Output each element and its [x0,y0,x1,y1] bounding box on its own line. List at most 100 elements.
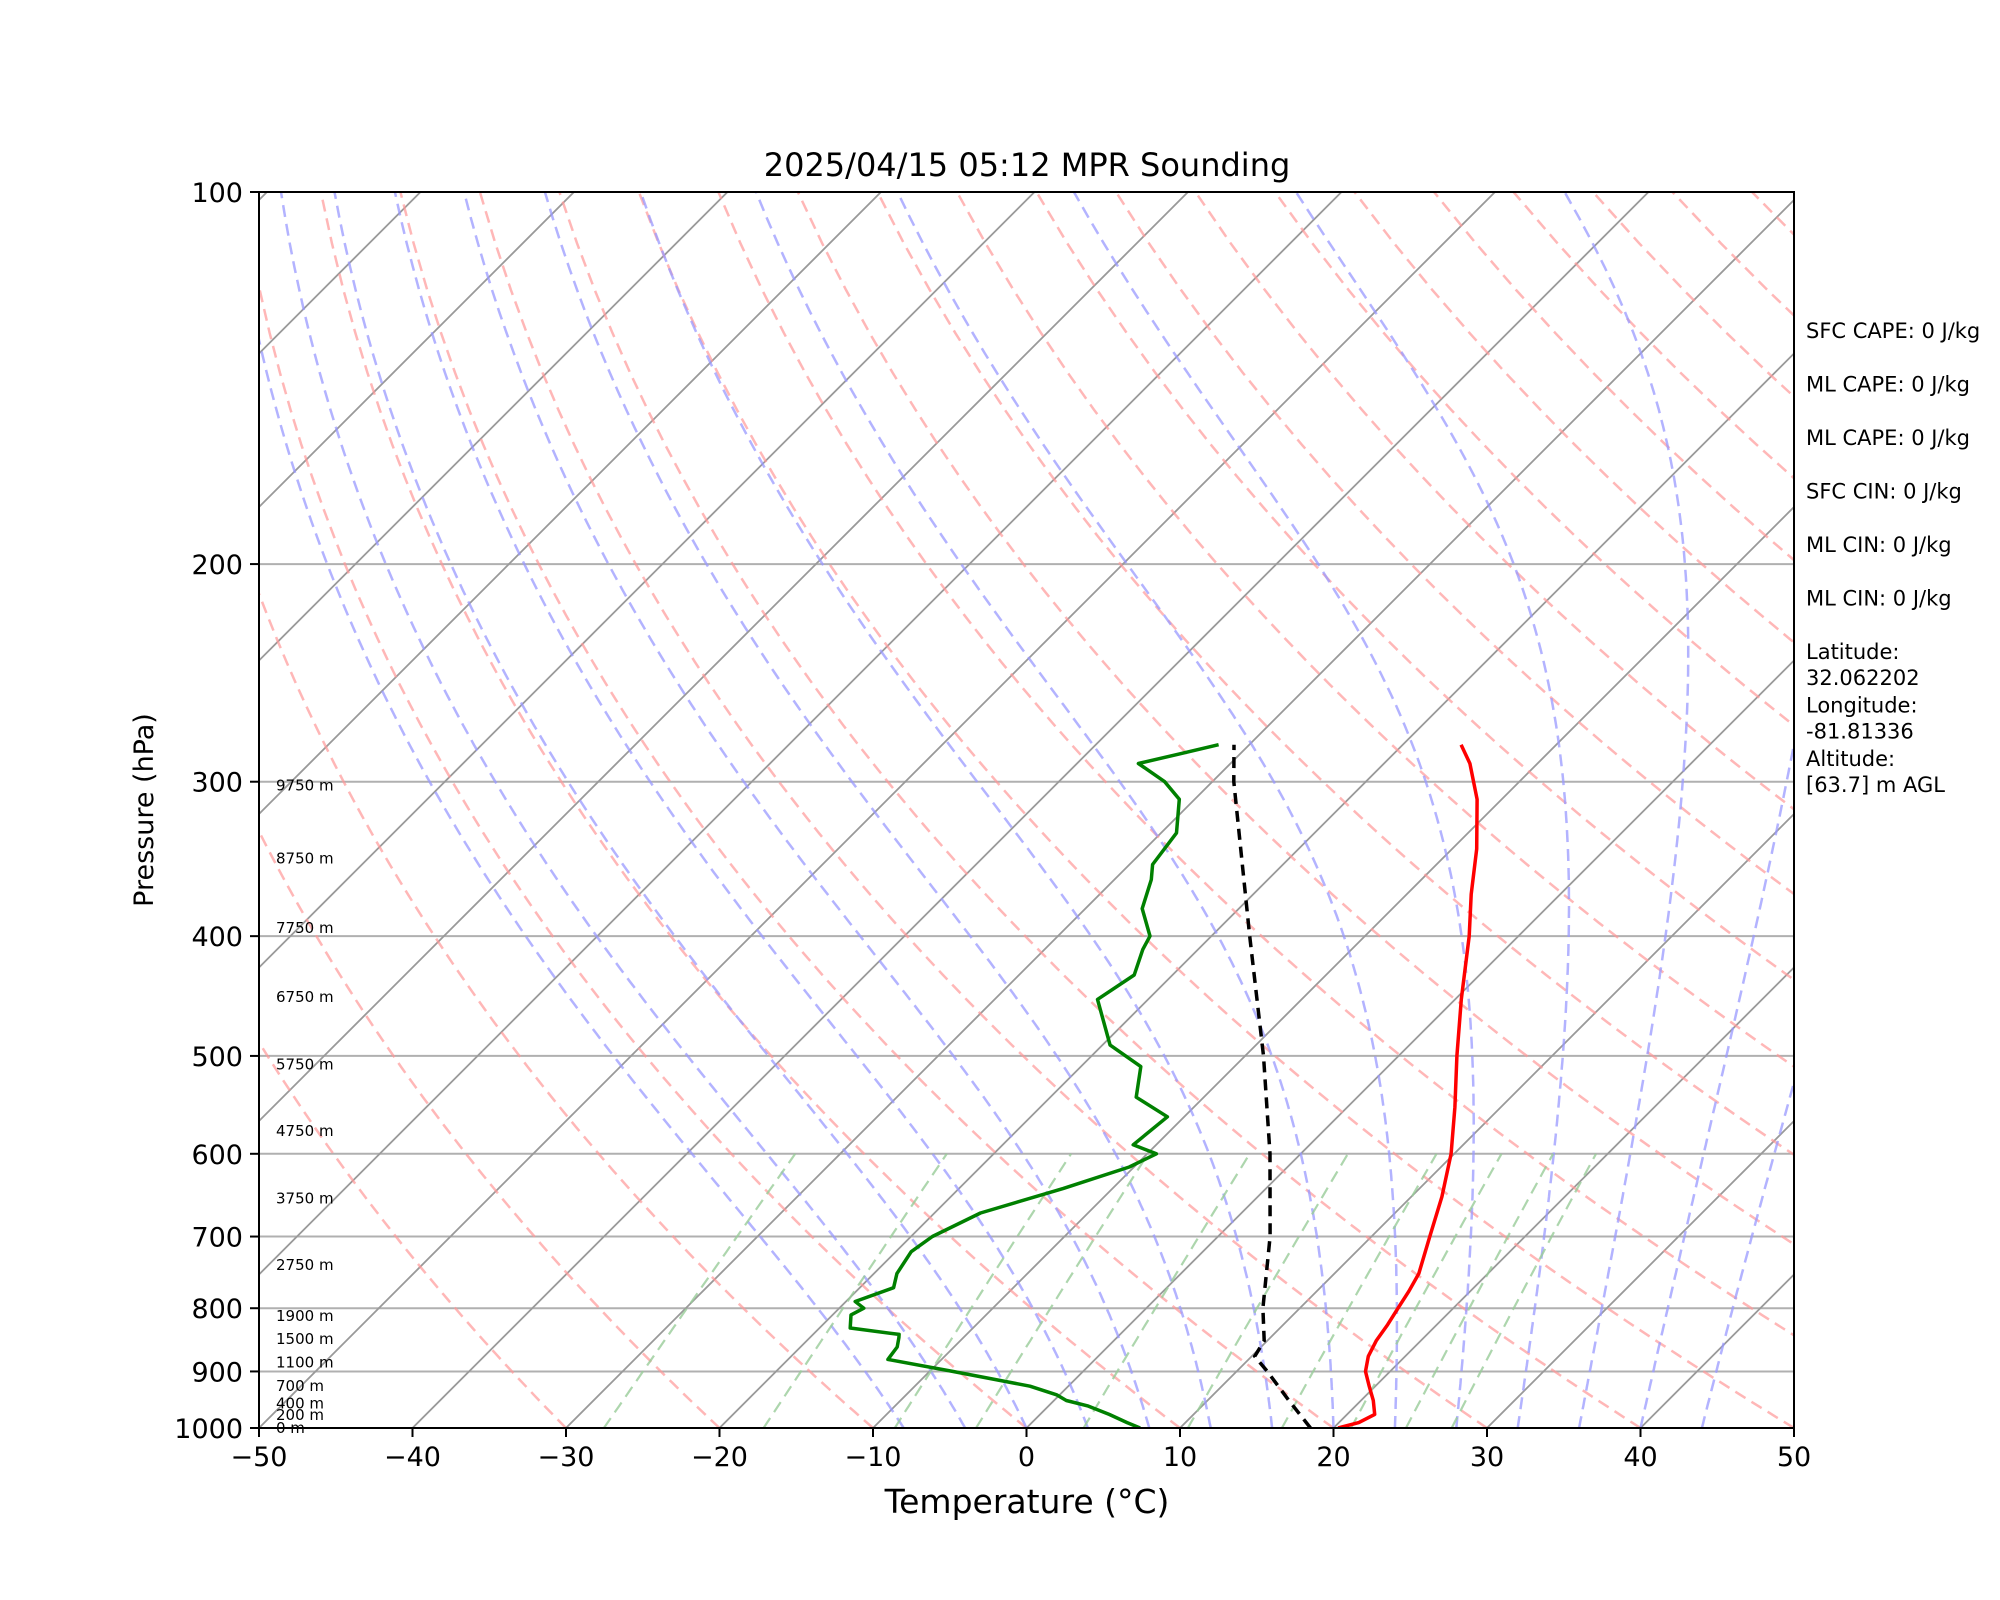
dry-adiabat-line [259,828,721,1428]
y-tick-label: 300 [191,768,243,799]
mixing-ratio-line [1280,1153,1438,1428]
side-panel-text: ML CAPE: 0 J/kg [1806,373,1970,397]
isotherm-line [411,192,1650,1428]
dry-adiabat-line [399,192,1335,1428]
moist-adiabat-line [754,192,1335,1428]
moist-adiabat-line [1563,192,1690,1428]
mixing-ratio-line [762,1153,948,1428]
mixing-ratio-line [1405,1153,1555,1428]
x-tick-label: −30 [538,1442,595,1473]
mixing-ratio-line [893,1153,1073,1428]
isotherm-line [872,505,1794,1428]
moist-adiabat-line [279,192,967,1428]
height-label: 0 m [276,1419,305,1437]
side-panel-text: ML CIN: 0 J/kg [1806,587,1952,611]
side-panel-text: ML CAPE: 0 J/kg [1806,426,1970,450]
mixing-ratio-line [975,1153,1149,1428]
height-label: 6750 m [276,988,334,1006]
y-tick-label: 400 [191,922,243,953]
isotherm-line [259,192,575,509]
y-tick-label: 600 [191,1140,243,1171]
moist-adiabat-line [543,192,1212,1428]
side-panel-text: Latitude: [1806,640,1900,664]
x-tick-label: −40 [384,1442,441,1473]
side-panel-value: 32.062202 [1806,666,1920,690]
x-tick-label: 20 [1316,1442,1350,1473]
mixing-ratio-line [1082,1153,1251,1428]
x-tick-label: −50 [231,1442,288,1473]
chart-title: 2025/04/15 05:12 MPR Sounding [764,146,1291,184]
mixing-ratio-line [602,1153,797,1428]
side-panel-value: -81.81336 [1806,720,1914,744]
y-tick-label: 1000 [174,1414,243,1445]
x-tick-label: 40 [1623,1442,1657,1473]
isotherm-line [259,192,729,662]
y-tick-label: 900 [191,1357,243,1388]
series-group [848,742,1479,1428]
axis-group: −50 −40 −30 −20 −10 0 10 20 30 40 50 1000 900 800 700 6… [174,178,1811,1473]
moist-adiabat-line [1700,1078,1794,1428]
isotherm-line [1179,812,1794,1428]
moist-adiabat-line [333,192,1028,1428]
x-tick-label: 30 [1470,1442,1504,1473]
mixing-ratio-line [1450,1153,1597,1428]
x-tick-label: 50 [1777,1442,1811,1473]
dry-adiabat-line [955,192,1794,1069]
height-label: 1100 m [276,1353,334,1371]
isotherm-line [1332,966,1794,1428]
x-tick-label: 10 [1163,1442,1197,1473]
isotherm-line [718,352,1794,1428]
isotherm-line [259,192,1189,1123]
mixing-ratio-line [1186,1153,1349,1428]
dry-adiabat-line [637,192,1794,1428]
side-panel-text: SFC CAPE: 0 J/kg [1806,319,1980,343]
moist-adiabat-line [393,192,1090,1428]
dry-adiabat-line [1273,192,1794,728]
height-label: 5750 m [276,1055,334,1073]
parcel-profile-line [1232,744,1312,1428]
sounding-parameters-panel: SFC CAPE: 0 J/kg ML CAPE: 0 J/kg ML CAPE: … [1806,319,1980,797]
isotherm-line [1486,1119,1794,1428]
side-panel-value: [63.7] m AGL [1806,773,1945,797]
reference-lines-group [259,192,1794,1428]
dry-adiabat-line [259,1039,567,1428]
height-label: 8750 m [276,849,334,867]
x-axis-label: Temperature (°C) [884,1482,1170,1521]
dewpoint-profile-line [848,742,1220,1428]
y-tick-label: 700 [191,1223,243,1254]
dry-adiabat-line [876,192,1794,1157]
dry-adiabat-line [478,192,1488,1428]
height-label: 7750 m [276,919,334,937]
moist-adiabat-line [896,192,1399,1428]
y-tick-label: 100 [191,178,243,209]
height-label: 9750 m [276,776,334,794]
moist-adiabat-line [1294,192,1571,1428]
height-label: 400 m [276,1394,324,1412]
moist-adiabat-line [639,192,1274,1428]
x-tick-label: −10 [845,1442,902,1473]
side-panel-text: SFC CIN: 0 J/kg [1806,480,1962,504]
height-label: 1900 m [276,1307,334,1325]
dry-adiabat-line [558,192,1642,1428]
height-label: 2750 m [276,1256,334,1274]
moist-adiabat-line [259,334,905,1428]
isotherm-line [259,192,882,816]
x-tick-label: 0 [1018,1442,1035,1473]
x-tick-label: −20 [691,1442,748,1473]
dry-adiabat-line [717,192,1794,1337]
dry-adiabat-line [259,280,1028,1428]
y-tick-label: 500 [191,1042,243,1073]
isotherm-line [259,192,1496,1428]
plot-frame [258,191,1795,1429]
isotherm-line [259,192,1036,969]
height-label: 700 m [276,1377,324,1395]
height-label: 4750 m [276,1122,334,1140]
height-label: 3750 m [276,1189,334,1207]
isotherm-line [259,192,1343,1276]
side-panel-text: ML CIN: 0 J/kg [1806,533,1952,557]
dry-adiabat-line [319,192,1181,1428]
side-panel-text: Altitude: [1806,747,1895,771]
moist-adiabat-line [1639,737,1794,1428]
